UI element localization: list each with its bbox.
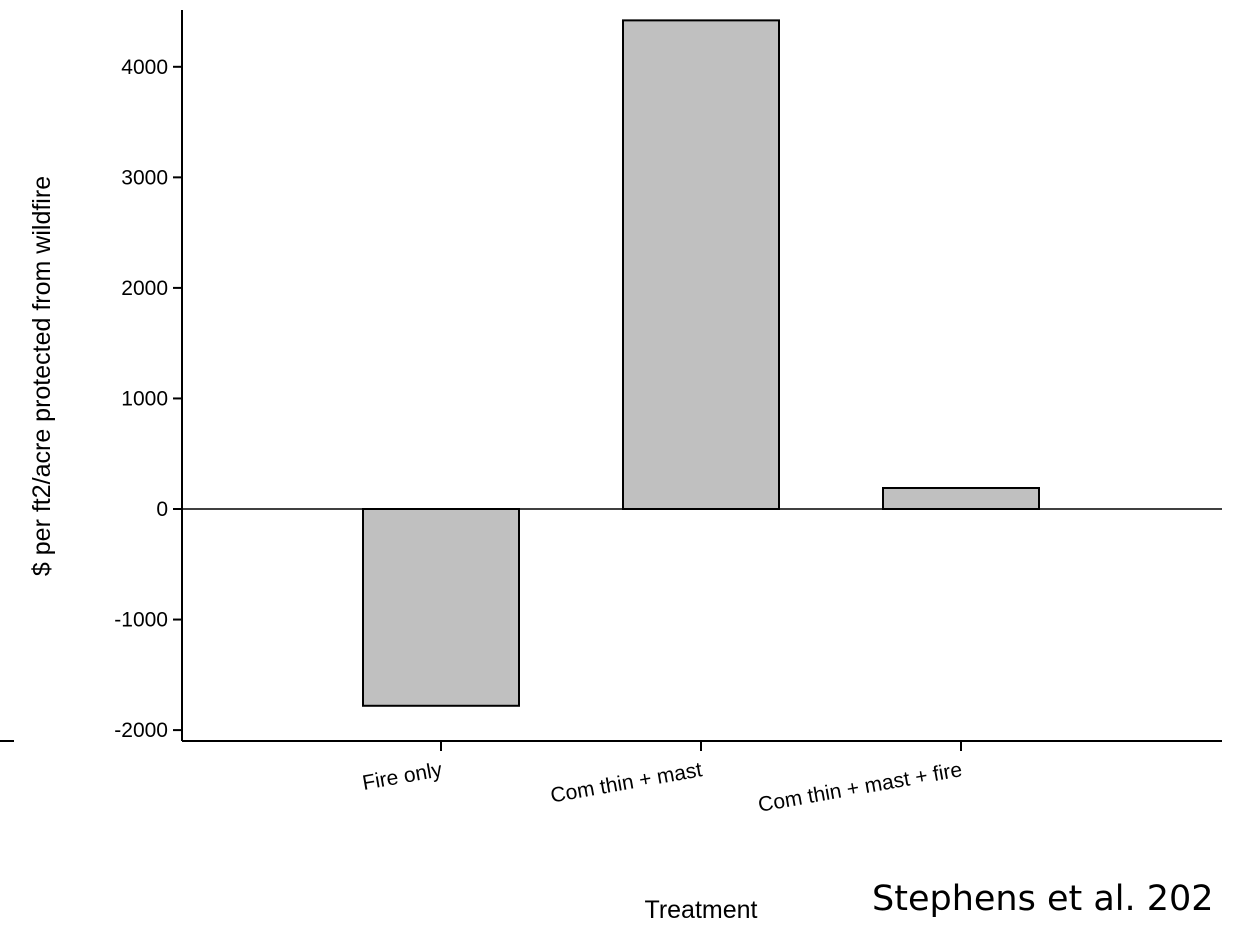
citation-annotation: Stephens et al. 202 xyxy=(872,879,1214,919)
y-tick-label: -1000 xyxy=(114,609,168,632)
y-tick-label: 0 xyxy=(156,498,168,521)
bars xyxy=(362,19,1040,707)
y-tick-label: 1000 xyxy=(121,387,168,410)
y-axis: -2000 -1000 0 1000 2000 3000 4000 xyxy=(114,10,183,742)
y-tick-label: 4000 xyxy=(121,56,168,79)
bar-1 xyxy=(362,508,520,707)
bar-2 xyxy=(622,19,780,511)
x-tick-label: Com thin + mast xyxy=(549,758,704,807)
bar-3 xyxy=(882,486,1040,511)
x-tick-label: Com thin + mast + fire xyxy=(756,758,963,817)
y-axis-title: $ per ft2/acre protected from wildfire xyxy=(28,176,56,576)
x-axis-title: Treatment xyxy=(644,896,757,924)
y-tick-label: 3000 xyxy=(121,166,168,189)
x-axis: Fire only Com thin + mast Com thin + mast … xyxy=(182,740,1222,817)
y-tick-label: -2000 xyxy=(114,719,168,742)
x-tick-label: Fire only xyxy=(361,758,445,795)
y-tick-label: 2000 xyxy=(121,277,168,300)
